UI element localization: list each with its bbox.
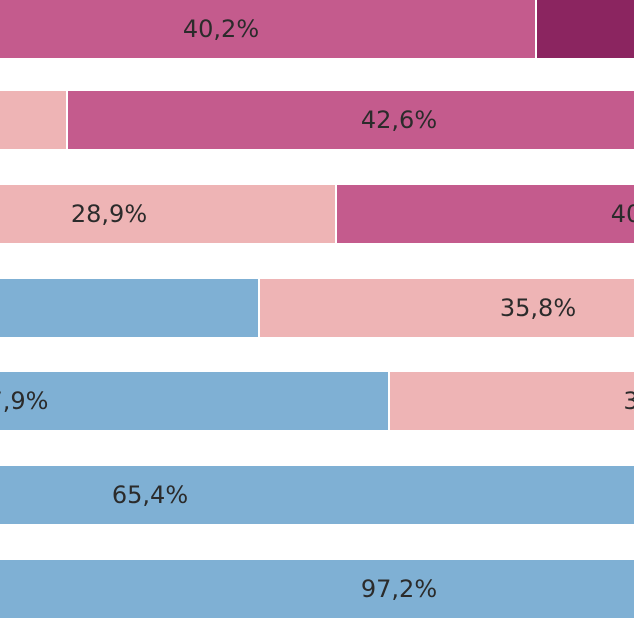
bar-segment [0,0,535,58]
data-label: 40,2% [183,15,259,43]
bar-segment [537,0,634,58]
bar-segment [0,372,388,430]
bar-segment [337,185,634,243]
bar-segment [390,372,634,430]
bar-segment [0,466,634,524]
data-label: 35,8% [500,294,576,322]
data-label: 7,9% [0,387,48,415]
data-label: 97,2% [361,575,437,603]
bar-segment [260,279,634,337]
data-label: 28,9% [71,200,147,228]
data-label: 40 [611,200,634,228]
bar-segment [0,185,335,243]
bar-segment [68,91,634,149]
bar-segment [0,91,66,149]
bar-segment [0,560,634,618]
data-label: 3 [623,387,634,415]
bar-segment [0,279,258,337]
data-label: 65,4% [112,481,188,509]
data-label: 42,6% [361,106,437,134]
